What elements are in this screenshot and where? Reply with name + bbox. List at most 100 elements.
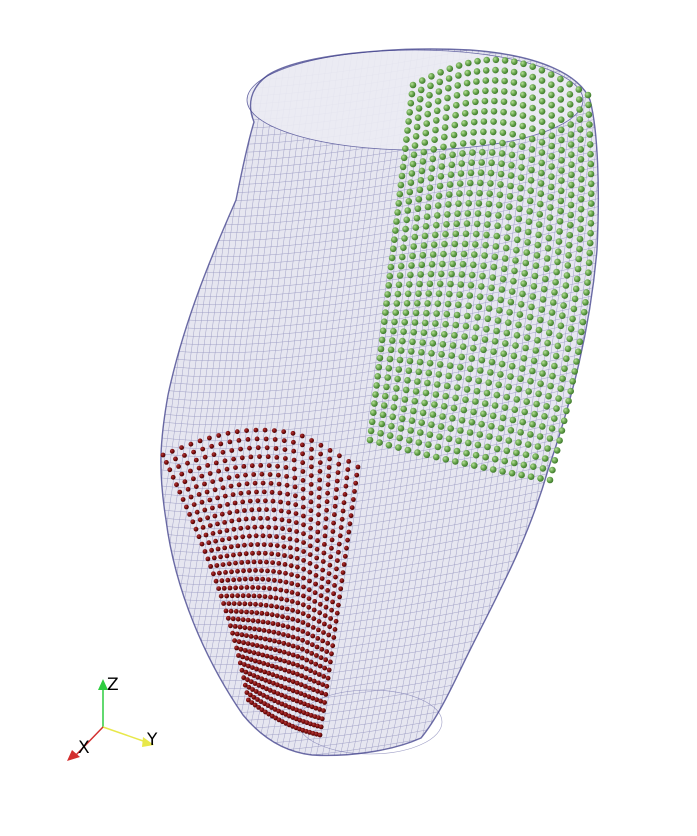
y-axis-label: Y [146, 730, 158, 750]
red-point [289, 581, 295, 586]
green-point [441, 331, 448, 338]
red-point [279, 517, 285, 523]
green-point [474, 314, 481, 321]
red-point [274, 455, 280, 460]
green-point [415, 439, 423, 446]
green-point [422, 223, 430, 230]
green-point [569, 315, 576, 323]
red-point [240, 617, 246, 623]
red-point [321, 550, 327, 556]
green-point [468, 355, 476, 362]
green-point [441, 133, 448, 141]
green-point [519, 418, 526, 426]
green-point [419, 339, 427, 346]
red-point [329, 607, 334, 613]
red-point [336, 549, 341, 555]
red-point [225, 615, 231, 621]
red-point [300, 637, 305, 643]
red-point [319, 584, 324, 590]
green-point [446, 362, 454, 370]
green-point [577, 215, 585, 223]
green-point [548, 309, 556, 316]
red-point [285, 624, 291, 630]
red-point [278, 508, 284, 514]
green-point [474, 441, 482, 449]
green-point [419, 158, 427, 165]
red-point [246, 684, 252, 690]
red-point [294, 689, 300, 695]
red-point [300, 629, 306, 634]
green-point [397, 181, 405, 189]
red-point [290, 697, 296, 702]
red-point [207, 471, 213, 476]
green-point [411, 319, 419, 326]
green-point [508, 151, 516, 159]
red-point [203, 532, 209, 538]
green-point [456, 190, 463, 197]
green-point [452, 458, 459, 465]
green-point [432, 231, 439, 239]
green-point [585, 259, 593, 267]
green-point [586, 141, 594, 148]
red-point [286, 686, 292, 692]
red-point [308, 490, 314, 496]
red-point [336, 461, 342, 467]
green-point [453, 101, 460, 109]
red-point [306, 587, 312, 593]
green-point [478, 159, 486, 166]
red-point [261, 628, 267, 633]
green-point [405, 367, 413, 375]
green-point [421, 319, 429, 327]
green-point [489, 412, 497, 420]
green-point [465, 439, 472, 447]
red-point [247, 498, 253, 504]
green-point [587, 180, 595, 188]
green-point [435, 371, 443, 378]
green-point [479, 272, 486, 280]
green-point [453, 447, 461, 455]
green-point [491, 97, 498, 105]
red-point [259, 676, 265, 682]
red-point [276, 639, 282, 645]
red-point [317, 477, 323, 483]
red-point [334, 566, 339, 572]
green-point [528, 166, 535, 174]
red-point [248, 542, 254, 548]
green-point [427, 174, 435, 182]
red-point [285, 633, 291, 639]
red-point [211, 452, 217, 457]
red-point [251, 593, 257, 599]
green-point [442, 320, 449, 328]
red-point [290, 706, 296, 711]
green-point [485, 379, 493, 387]
red-point [236, 517, 242, 523]
green-point [450, 141, 457, 149]
green-point [557, 197, 565, 205]
green-point [516, 205, 523, 213]
red-point [273, 656, 279, 661]
green-point [410, 243, 418, 250]
red-point [222, 520, 228, 525]
red-point [327, 448, 333, 453]
red-point [258, 602, 264, 608]
red-point [333, 495, 339, 501]
green-point [536, 211, 544, 218]
green-point [400, 328, 407, 336]
green-point [440, 250, 447, 258]
red-point [282, 562, 288, 567]
green-point [511, 267, 518, 275]
green-point [484, 221, 491, 228]
red-point [238, 446, 244, 452]
green-point [572, 285, 580, 293]
green-point [577, 146, 585, 153]
green-point [553, 405, 560, 412]
red-point [227, 585, 233, 591]
red-point [279, 701, 285, 707]
red-point [343, 483, 349, 489]
green-point [444, 211, 451, 218]
green-point [565, 241, 573, 249]
red-point [225, 430, 231, 436]
red-point [230, 492, 236, 497]
red-point [314, 653, 319, 658]
